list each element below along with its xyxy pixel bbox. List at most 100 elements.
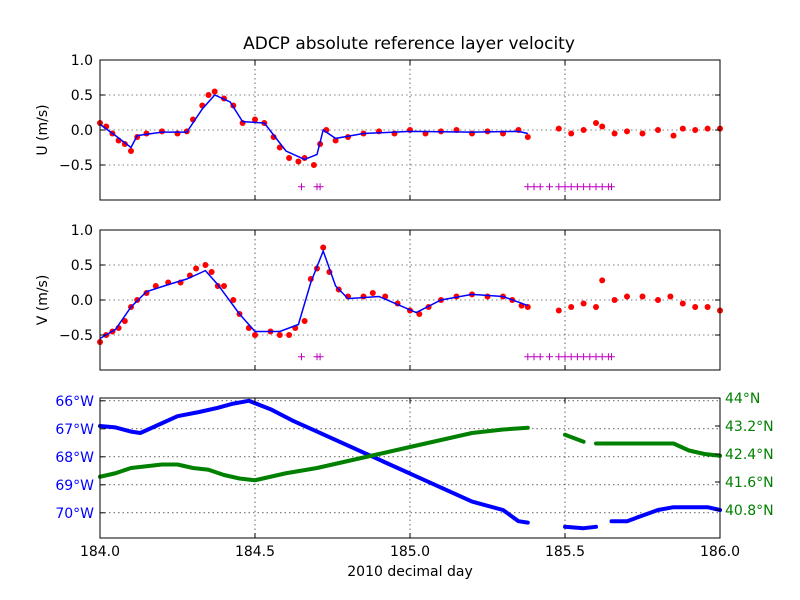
- x-tick-label: 184.5: [235, 544, 275, 560]
- u-ytick-label: 1.0: [71, 53, 93, 69]
- v-data-point: [555, 307, 562, 314]
- v-data-point: [276, 332, 283, 338]
- u-ytick-label: 0.5: [71, 88, 93, 104]
- v-flag-marker: [608, 353, 615, 361]
- v-flag-marker: [536, 353, 544, 361]
- u-data-point: [611, 130, 618, 137]
- latitude-tick-label: 42.4°N: [725, 447, 774, 463]
- v-data-point: [624, 293, 630, 300]
- v-data-point: [230, 297, 237, 303]
- u-smoothed-line: [99, 94, 528, 161]
- latitude-tick-label: 44°N: [725, 391, 760, 407]
- u-data-point: [704, 125, 711, 132]
- u-data-point: [624, 128, 630, 135]
- v-velocity-ylabel: V (m/s): [35, 275, 51, 326]
- v-data-point: [286, 332, 293, 338]
- v-flag-marker: [592, 353, 600, 361]
- u-data-point: [568, 130, 575, 137]
- v-flag-marker: [567, 353, 575, 361]
- x-tick-label: 185.5: [545, 544, 585, 560]
- u-data-point: [655, 127, 661, 133]
- u-flag-marker: [608, 183, 615, 191]
- v-data-point: [580, 300, 587, 307]
- v-data-point: [121, 318, 128, 324]
- u-data-point: [679, 125, 686, 132]
- u-flag-marker: [592, 183, 600, 191]
- v-data-point: [208, 269, 215, 275]
- v-flag-marker: [524, 353, 532, 361]
- v-data-point: [193, 265, 200, 272]
- u-flag-marker: [555, 183, 563, 191]
- u-flag-marker: [524, 183, 532, 191]
- x-tick-label: 185.0: [390, 544, 430, 560]
- u-data-point: [270, 134, 277, 140]
- v-flag-marker: [580, 353, 588, 361]
- x-axis-label: 2010 decimal day: [347, 564, 472, 580]
- v-data-point: [704, 304, 711, 310]
- latitude-track: [98, 425, 530, 483]
- v-flag-marker: [598, 353, 606, 361]
- v-flag-marker: [546, 353, 553, 361]
- v-data-point: [202, 262, 209, 268]
- u-data-point: [524, 134, 531, 140]
- u-velocity-panel: 1.0 0.5 0.0 −0.5 U (m/s): [35, 53, 723, 201]
- longitude-tick-label: 66°W: [55, 394, 94, 410]
- u-data-point: [555, 125, 562, 132]
- v-flag-marker: [586, 353, 594, 361]
- v-data-point: [639, 293, 646, 300]
- u-flag-marker: [298, 183, 305, 191]
- v-ytick-label: −0.5: [59, 328, 93, 344]
- v-velocity-panel: 1.0 0.5 0.0 −0.5 V (m/s): [35, 223, 723, 371]
- u-flag-marker: [567, 183, 575, 191]
- latitude-tick-label: 43.2°N: [725, 419, 774, 435]
- v-data-point: [360, 293, 367, 300]
- u-flag-marker: [316, 183, 324, 191]
- x-tick-label: 184.0: [80, 544, 120, 560]
- position-panel: 66°W 67°W 68°W 69°W 70°W 44°N 43.2°N 42.4°N 41.6…: [55, 391, 773, 580]
- v-flag-marker: [573, 353, 581, 361]
- v-data-point: [221, 283, 227, 289]
- u-flag-marker: [586, 183, 594, 191]
- u-data-point: [252, 116, 258, 123]
- longitude-tick-label: 67°W: [55, 422, 94, 438]
- v-ytick-label: 0.0: [71, 293, 93, 309]
- x-tick-label: 186.0: [700, 544, 740, 560]
- longitude-track: [609, 505, 722, 524]
- v-data-point: [679, 300, 686, 307]
- v-flag-marker: [298, 353, 305, 361]
- u-data-point: [211, 88, 218, 95]
- v-data-point: [667, 293, 674, 300]
- u-flag-marker: [546, 183, 553, 191]
- v-ytick-label: 1.0: [71, 223, 93, 239]
- v-data-point: [369, 290, 376, 296]
- longitude-tick-label: 68°W: [55, 450, 94, 466]
- longitude-track: [563, 524, 598, 531]
- v-data-point: [320, 244, 327, 251]
- u-velocity-ylabel: U (m/s): [35, 104, 51, 155]
- v-data-point: [599, 277, 606, 284]
- u-ytick-label: −0.5: [59, 158, 93, 174]
- u-data-point: [599, 123, 606, 130]
- u-ytick-label: 0.0: [71, 123, 93, 139]
- v-data-point: [655, 297, 661, 303]
- latitude-tick-label: 41.6°N: [725, 475, 774, 491]
- u-data-point: [593, 120, 599, 126]
- u-flag-marker: [598, 183, 606, 191]
- latitude-track: [594, 441, 722, 458]
- v-data-point: [611, 297, 618, 303]
- u-data-point: [310, 162, 317, 168]
- v-data-point: [252, 332, 258, 338]
- u-data-point: [670, 132, 677, 139]
- u-flag-marker: [573, 183, 581, 191]
- v-data-point: [301, 318, 308, 324]
- v-smoothed-line: [99, 248, 529, 340]
- longitude-tick-label: 70°W: [55, 506, 94, 522]
- v-ytick-label: 0.5: [71, 258, 93, 274]
- u-data-point: [205, 92, 212, 98]
- u-flag-marker: [536, 183, 544, 191]
- v-data-point: [593, 304, 599, 310]
- u-data-point: [332, 137, 339, 144]
- longitude-tick-label: 69°W: [55, 478, 94, 494]
- u-flag-marker: [580, 183, 588, 191]
